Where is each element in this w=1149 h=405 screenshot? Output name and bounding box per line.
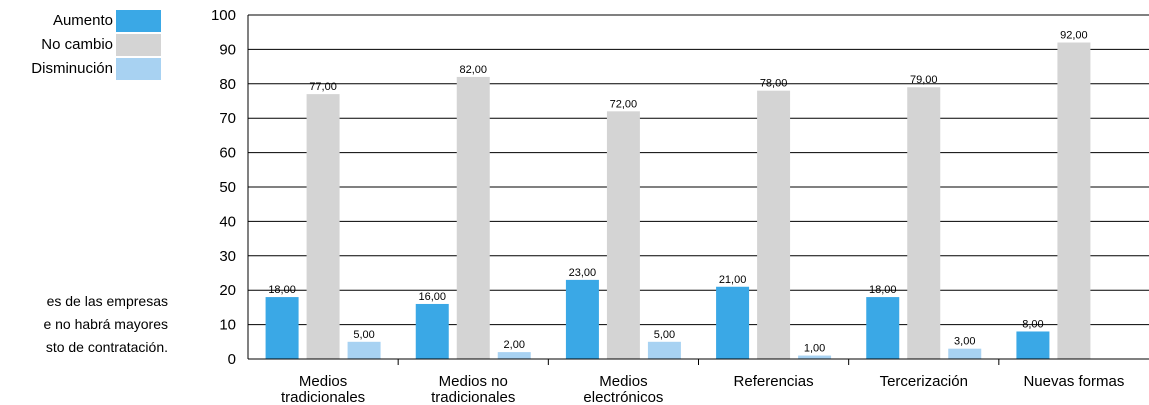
y-tick-label: 0 (228, 351, 236, 368)
data-label: 82,00 (459, 64, 487, 76)
bar (1016, 331, 1050, 359)
data-label: 5,00 (654, 329, 675, 341)
bar (866, 297, 900, 359)
category-label: Medios (599, 373, 647, 390)
legend-swatch (116, 58, 161, 80)
category-label: Medios (299, 373, 347, 390)
legend-swatch (116, 10, 161, 32)
data-label: 92,00 (1060, 30, 1088, 42)
category-label: Nuevas formas (1023, 373, 1124, 390)
data-label: 16,00 (418, 291, 446, 303)
data-label: 78,00 (760, 78, 788, 90)
side-note-line: sto de contratación. (45, 339, 168, 355)
bar (415, 303, 449, 359)
data-label: 5,00 (353, 329, 374, 341)
y-tick-label: 80 (219, 76, 236, 93)
y-tick-label: 100 (211, 7, 236, 24)
data-label: 18,00 (869, 284, 897, 296)
chart-labels: 0 10 20 30 40 50 60 70 80 90 100 18,00 77,00 5,00 Medi… (211, 7, 1124, 405)
legend-label: Aumento (52, 12, 113, 29)
y-tick-label: 30 (219, 248, 236, 265)
legend-item: Disminución (0, 58, 170, 82)
bar (948, 348, 982, 359)
bar (456, 76, 490, 360)
y-tick-label: 50 (219, 179, 236, 196)
bar (907, 87, 941, 360)
legend-item: No cambio (0, 34, 170, 58)
y-tick-label: 70 (219, 110, 236, 127)
y-tick-label: 20 (219, 282, 236, 299)
category-label: Tercerización (880, 373, 968, 390)
y-tick-label: 40 (219, 213, 236, 230)
category-label: tradicionales (281, 389, 365, 405)
bar (265, 297, 299, 359)
bar (757, 90, 791, 360)
y-tick-label: 60 (219, 145, 236, 162)
y-tick-label: 10 (219, 317, 236, 334)
category-label: tradicionales (431, 389, 515, 405)
bar (497, 352, 531, 359)
bar (1057, 42, 1091, 360)
bar (347, 341, 381, 359)
side-note-line: e no habrá mayores (43, 316, 168, 332)
category-label: Medios no (439, 373, 508, 390)
bar (606, 111, 640, 359)
category-label: Referencias (734, 373, 814, 390)
legend-item: Aumento (0, 10, 170, 34)
data-label: 79,00 (910, 74, 938, 86)
data-label: 21,00 (719, 274, 747, 286)
data-label: 18,00 (268, 284, 296, 296)
bar (647, 341, 681, 359)
side-note: es de las empresas e no habrá mayores st… (0, 290, 168, 359)
bar (306, 94, 340, 360)
category-label: electrónicos (583, 389, 663, 405)
data-label: 8,00 (1022, 318, 1043, 330)
chart-grid (248, 14, 1149, 326)
y-tick-label: 90 (219, 41, 236, 58)
chart-axes (247, 15, 1149, 365)
data-label: 72,00 (610, 98, 638, 110)
bar (798, 355, 832, 359)
bar (565, 279, 599, 359)
bar (716, 286, 750, 359)
side-note-line: es de las empresas (46, 293, 168, 309)
legend-swatch (116, 34, 161, 56)
data-label: 1,00 (804, 343, 825, 355)
data-label: 77,00 (309, 81, 337, 93)
chart-bars (265, 42, 1091, 360)
data-label: 3,00 (954, 336, 975, 348)
data-label: 23,00 (569, 267, 597, 279)
legend-label: Disminución (31, 60, 113, 77)
chart-legend: Aumento No cambio Disminución (0, 10, 170, 82)
legend-label: No cambio (41, 36, 113, 53)
data-label: 2,00 (504, 339, 525, 351)
